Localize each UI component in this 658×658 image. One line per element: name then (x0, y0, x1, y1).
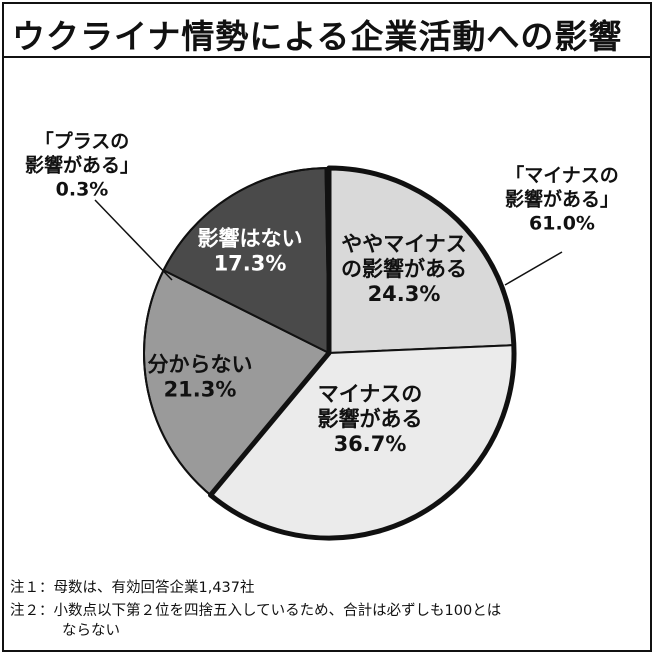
footnote-1: 注１：母数は、有効回答企業1,437社 (10, 580, 255, 596)
footnote-2-continued: ならない (62, 623, 120, 639)
slice-label-1: マイナスの (318, 382, 423, 406)
callout-text-0: 影響がある」 (505, 188, 619, 211)
callout-text-1: 「プラスの (35, 130, 130, 153)
callout-text-1: 影響がある」 (25, 154, 139, 177)
slice-value-label-3: 17.3% (214, 252, 287, 276)
callout-leader-1 (94, 199, 173, 281)
slice-value-label-2: 21.3% (164, 378, 237, 402)
slice-label-1: 影響がある (318, 407, 423, 431)
pie-outline (143, 167, 515, 539)
title-divider (4, 56, 650, 58)
slice-label-0: ややマイナス (341, 232, 467, 256)
chart-title: ウクライナ情勢による企業活動への影響 (12, 17, 623, 56)
chart-frame: ウクライナ情勢による企業活動への影響 (2, 2, 652, 652)
slice-label-0: の影響がある (341, 257, 467, 281)
callout-leader-0 (504, 251, 563, 286)
slice-label-3: 影響はない (198, 227, 303, 251)
callout-text-1: 0.3% (56, 179, 109, 201)
slice-label-2: 分からない (148, 353, 253, 377)
slice-value-label-0: 24.3% (368, 282, 441, 306)
callout-text-0: 61.0% (529, 213, 595, 235)
callout-text-0: 「マイナスの (505, 164, 619, 187)
footnote-2: 注２：小数点以下第２位を四捨五入しているため、合計は必ずしも100とは (10, 603, 502, 619)
slice-value-label-1: 36.7% (334, 432, 407, 456)
